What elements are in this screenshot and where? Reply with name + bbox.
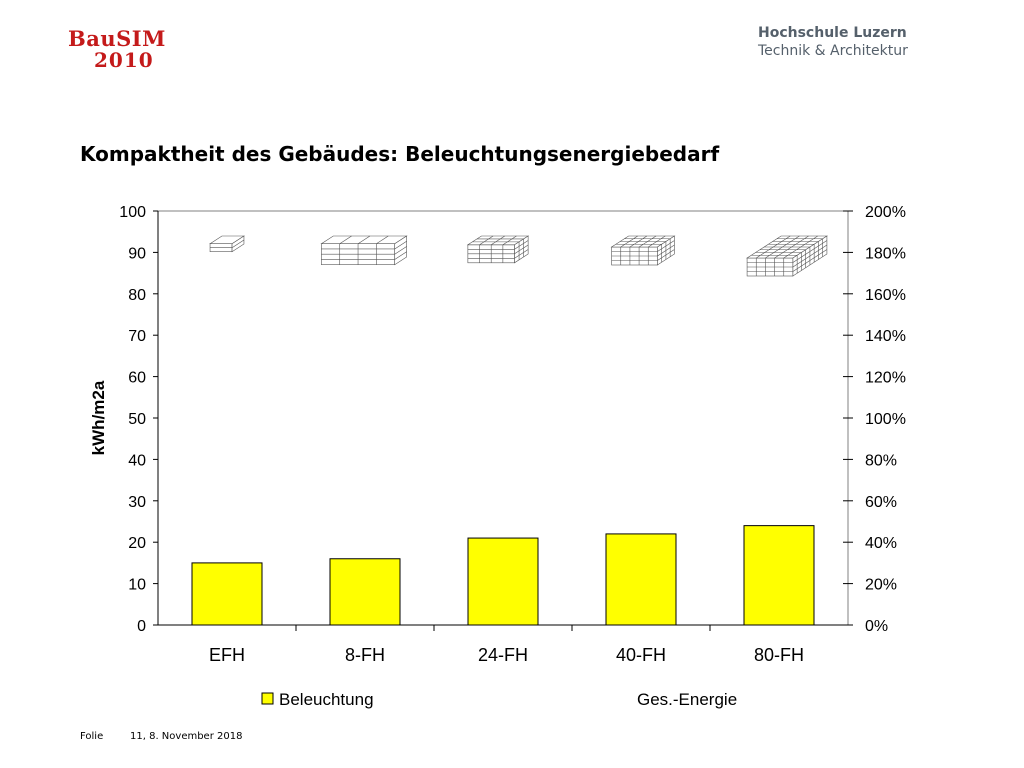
y2-tick-label: 0% [865, 618, 888, 635]
x-tick-label: 8-FH [345, 645, 385, 665]
y-tick-label: 50 [128, 411, 146, 428]
legend-swatch [261, 692, 274, 705]
bausim-logo-line2: 2010 [94, 48, 154, 72]
y2-tick-label: 200% [865, 204, 906, 221]
bausim-logo: BauSIM 2010 [68, 28, 166, 70]
y2-tick-label: 20% [865, 577, 897, 594]
building-icon-80-fh [746, 235, 828, 277]
y2-tick-label: 120% [865, 370, 906, 387]
building-icon-efh [209, 235, 245, 253]
footer-label: Folie [80, 731, 104, 742]
y-tick-label: 80 [128, 287, 146, 304]
y-tick-label: 30 [128, 494, 146, 511]
footer-date: 11, 8. November 2018 [130, 731, 243, 742]
legend-label-beleuchtung: Beleuchtung [279, 690, 374, 709]
y2-tick-label: 160% [865, 287, 906, 304]
x-tick-label: 24-FH [478, 645, 528, 665]
x-tick-label: 80-FH [754, 645, 804, 665]
x-axis: EFH 8-FH 24-FH 40-FH 80-FH [209, 625, 804, 665]
bar-24-fh [467, 537, 539, 626]
y2-tick-label: 60% [865, 494, 897, 511]
x-tick-label: EFH [209, 645, 245, 665]
legend: Beleuchtung Ges.-Energie [261, 690, 737, 709]
y2-tick-label: 180% [865, 245, 906, 262]
bar-80-fh [743, 525, 815, 626]
bars [191, 525, 815, 626]
y-tick-label: 90 [128, 245, 146, 262]
y-axis-right: 0% 20% 40% 60% 80% 100% 120% 140% 160% 180% 200% [843, 204, 906, 635]
bar-40-fh [605, 533, 677, 626]
y-tick-label: 100 [119, 204, 146, 221]
y2-tick-label: 100% [865, 411, 906, 428]
building-icon-24-fh [466, 235, 530, 264]
y-tick-label: 60 [128, 370, 146, 387]
slide-title: Kompaktheit des Gebäudes: Beleuchtungsen… [80, 142, 720, 166]
y2-tick-label: 80% [865, 452, 897, 469]
bar-efh [191, 562, 263, 626]
y-tick-label: 40 [128, 452, 146, 469]
bausim-logo-line1: BauSIM [68, 26, 166, 51]
y-tick-label: 0 [137, 618, 146, 635]
hslu-logo-line1: Hochschule Luzern [758, 25, 907, 41]
x-tick-label: 40-FH [616, 645, 666, 665]
y-axis-left: 0 10 20 30 40 50 60 70 80 90 100 [119, 204, 158, 635]
building-icon-8-fh [320, 235, 408, 266]
hslu-logo-line2: Technik & Architektur [758, 42, 908, 59]
y-tick-label: 10 [128, 577, 146, 594]
legend-label-ges-energie: Ges.-Energie [637, 690, 737, 709]
building-icon-40-fh [610, 235, 676, 266]
building-icons [209, 235, 828, 277]
bar-8-fh [329, 558, 401, 626]
y-axis-label: kWh/m2a [89, 380, 108, 455]
y2-tick-label: 140% [865, 328, 906, 345]
hslu-logo: Hochschule Luzern Technik & Architektur [758, 25, 908, 60]
y-tick-label: 20 [128, 535, 146, 552]
y2-tick-label: 40% [865, 535, 897, 552]
y-tick-label: 70 [128, 328, 146, 345]
